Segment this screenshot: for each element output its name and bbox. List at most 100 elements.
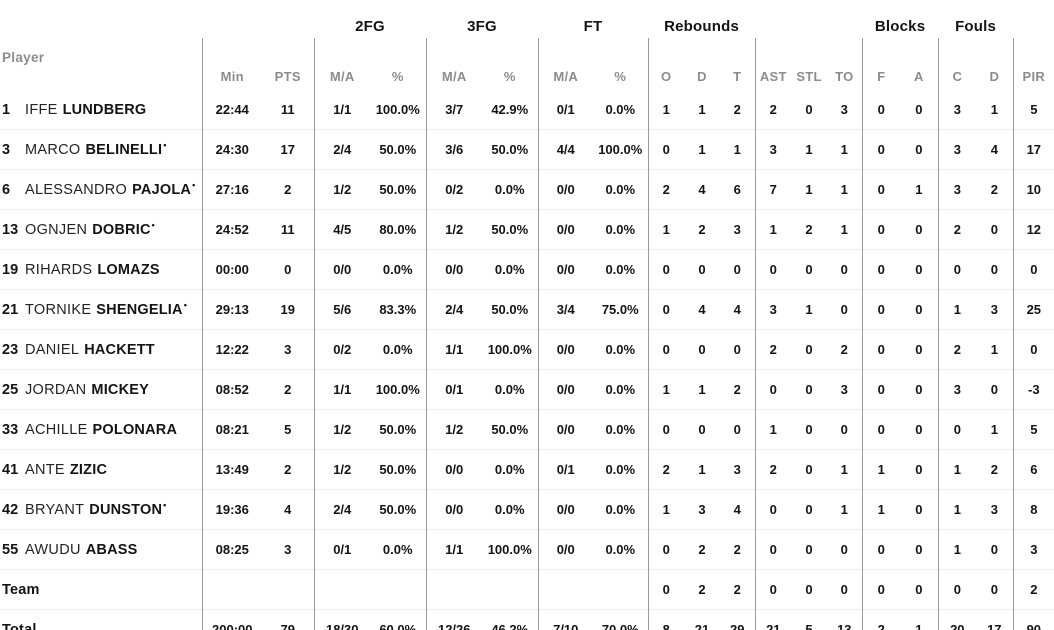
stat-ft-ma: 7/10: [537, 609, 593, 630]
stat-ft-pct: 0.0%: [593, 449, 649, 490]
column-header-row: Player Min PTS M/A % M/A % M/A % O D T A…: [0, 38, 1054, 90]
stat-blocks-against: 0: [900, 369, 939, 410]
stat-ft-pct: 0.0%: [605, 102, 636, 117]
stat-steals: 1: [791, 169, 828, 210]
player-row[interactable]: 25 JORDAN MICKEY 08:52 2 1/1 100.0% 0/1 0.…: [0, 369, 1054, 410]
stat-reb-offensive: 0: [647, 409, 685, 450]
stat-fouls-drawn: 0: [976, 569, 1014, 610]
player-first-name: JORDAN: [25, 381, 87, 398]
col-header-foul-d: D: [989, 69, 1000, 84]
stat-pir: 25: [1012, 289, 1054, 330]
stat-reb-total: 0: [720, 409, 756, 450]
player-last-name: Team: [2, 581, 40, 598]
stat-3fg-ma: 3/6: [425, 129, 482, 170]
col-header-reb-t: T: [733, 69, 742, 84]
stat-pts: 11: [262, 209, 314, 250]
stat-ft-ma: 0/0: [537, 529, 593, 570]
stat-assists: 0: [754, 529, 792, 570]
stat-assists: 0: [754, 249, 792, 290]
stat-assists: 7: [754, 169, 792, 210]
stat-reb-offensive: 0: [647, 249, 685, 290]
stat-assists: 1: [754, 409, 792, 450]
stat-blocks-against: 0: [900, 489, 939, 530]
stat-assists: 3: [754, 289, 792, 330]
stat-reb-offensive: 1: [647, 369, 685, 410]
player-last-name: MICKEY: [91, 381, 150, 398]
stat-turnovers: 0: [827, 529, 863, 570]
player-number: 55: [2, 541, 19, 558]
stat-reb-offensive: 1: [647, 489, 685, 530]
stat-3fg-pct: 50.0%: [482, 289, 538, 330]
player-number: 41: [2, 461, 19, 478]
player-row[interactable]: 41 ANTE ZIZIC 13:49 2 1/2 50.0% 0/0 0.0% 0…: [0, 449, 1054, 490]
group-header-spacer-ast: [755, 0, 862, 38]
stat-pts: 2: [262, 169, 314, 210]
stat-fouls-committed: 3: [937, 169, 977, 210]
col-header-block-f: F: [861, 38, 901, 90]
stat-ft-pct: 0.0%: [593, 249, 649, 290]
player-row[interactable]: 6 ALESSANDRO PAJOLA• 27:16 2 1/2 50.0% 0/2…: [0, 169, 1054, 210]
stat-3fg-pct: 42.9%: [491, 102, 529, 117]
stat-turnovers: 13: [827, 609, 863, 630]
player-row[interactable]: 55 AWUDU ABASS 08:25 3 0/1 0.0% 1/1 100.0%…: [0, 529, 1054, 570]
group-header-2fg: 2FG: [355, 18, 385, 35]
stat-blocks-favour: 0: [861, 249, 901, 290]
player-row[interactable]: 23 DANIEL HACKETT 12:22 3 0/2 0.0% 1/1 100…: [0, 329, 1054, 370]
col-header-ft-pct: %: [614, 69, 627, 84]
stat-reb-defensive: 0: [684, 249, 721, 290]
player-row[interactable]: 13 OGNJEN DOBRIC• 24:52 11 4/5 80.0% 1/2 5…: [0, 209, 1054, 250]
player-row[interactable]: 3 MARCO BELINELLI• 24:30 17 2/4 50.0% 3/6 …: [0, 129, 1054, 170]
stat-reb-defensive: 2: [684, 209, 721, 250]
player-row[interactable]: 21 TORNIKE SHENGELIA• 29:13 19 5/6 83.3% 2…: [0, 289, 1054, 330]
stat-ft-ma: 0/0: [537, 489, 593, 530]
col-header-to: TO: [835, 69, 854, 84]
player-row[interactable]: 42 BRYANT DUNSTON• 19:36 4 2/4 50.0% 0/0 0…: [0, 489, 1054, 530]
player-first-name: ALESSANDRO: [25, 181, 128, 198]
stat-ft-pct: 0.0%: [593, 529, 649, 570]
stat-blocks-favour: 0: [861, 569, 901, 610]
stat-turnovers: 1: [827, 449, 863, 490]
player-last-name: HACKETT: [84, 341, 155, 358]
stat-3fg-ma: 0/2: [425, 169, 482, 210]
stat-pir: 8: [1012, 489, 1054, 530]
stat-pir: -3: [1012, 369, 1054, 410]
stat-2fg-pct: [370, 569, 426, 610]
stat-2fg-pct: 50.0%: [370, 409, 426, 450]
stat-fouls-drawn: 2: [976, 449, 1014, 490]
stat-blocks-favour: 0: [861, 129, 901, 170]
stat-ft-pct: 75.0%: [593, 289, 649, 330]
player-name-cell: Team: [0, 569, 202, 610]
player-name-cell: 3 MARCO BELINELLI•: [0, 129, 202, 170]
stat-ft-pct: 0.0%: [593, 409, 649, 450]
stat-fouls-drawn: 4: [976, 129, 1014, 170]
stat-fouls-committed: 20: [937, 609, 977, 630]
stat-min: 12:22: [201, 329, 262, 370]
col-header-2fg-ma: M/A: [313, 38, 370, 90]
col-header-reb-o: O: [647, 38, 685, 90]
stat-assists: 0: [754, 369, 792, 410]
stat-pts: 0: [262, 249, 314, 290]
stat-pts: 19: [262, 289, 314, 330]
stat-blocks-favour: 0: [861, 529, 901, 570]
stat-pir: 5: [1012, 409, 1054, 450]
stat-reb-total: 3: [720, 449, 756, 490]
team-row: Team 0 2 2 0 0 0 0 0 0 0 2: [0, 569, 1054, 610]
player-row[interactable]: 19 RIHARDS LOMAZS 00:00 0 0/0 0.0% 0/0 0.0…: [0, 249, 1054, 290]
stat-3fg-pct: 50.0%: [482, 209, 538, 250]
stat-reb-total: 0: [720, 329, 756, 370]
stat-turnovers: 0: [827, 249, 863, 290]
total-row: Total 200:00 79 18/30 60.0% 12/26 46.2% …: [0, 609, 1054, 630]
player-row[interactable]: 33 ACHILLE POLONARA 08:21 5 1/2 50.0% 1/2 …: [0, 409, 1054, 450]
stat-reb-defensive: 1: [684, 369, 721, 410]
col-header-player: Player: [2, 50, 45, 65]
player-row[interactable]: 1 IFFE LUNDBERG 22:44 11 1/1 100.0% 3/7 42…: [0, 90, 1054, 130]
player-name-cell: Total: [0, 609, 202, 630]
stat-2fg-ma: 1/1: [313, 369, 370, 410]
stat-2fg-ma: 1/2: [313, 409, 370, 450]
col-header-pts: PTS: [274, 69, 301, 84]
stat-turnovers: 0: [827, 569, 863, 610]
stat-reb-offensive: 0: [647, 289, 685, 330]
stat-reb-offensive: 8: [647, 609, 685, 630]
starter-mark: •: [151, 219, 155, 230]
stat-min: 24:30: [201, 129, 262, 170]
